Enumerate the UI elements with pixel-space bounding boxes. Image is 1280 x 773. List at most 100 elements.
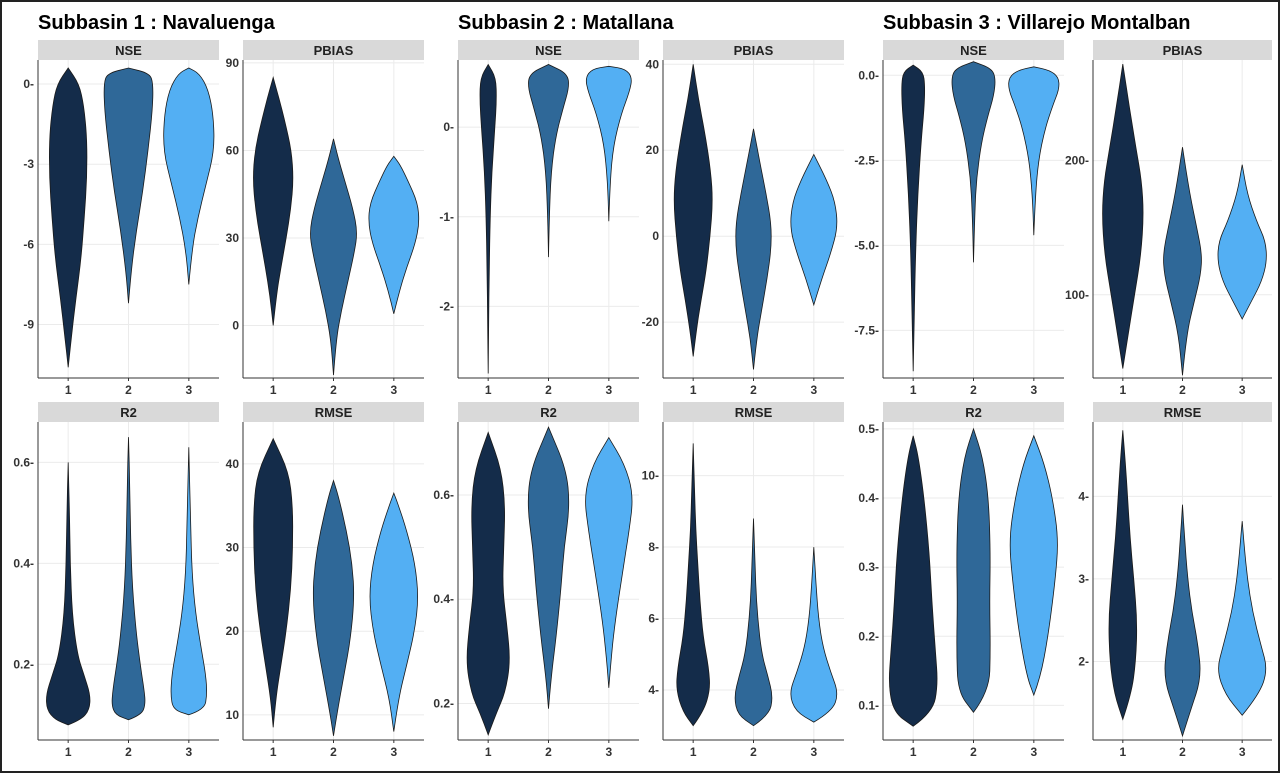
subbasin-3-pbias-violin-2 bbox=[1163, 147, 1202, 376]
subbasin-3-rmse-violin-2 bbox=[1164, 504, 1201, 738]
subbasin-2-r2-violin-3 bbox=[585, 436, 633, 688]
subbasin-1-nse-x-tick-label: 2 bbox=[125, 383, 132, 397]
subbasin-2-r2-violin-1 bbox=[466, 431, 510, 736]
subbasin-3-r2-y-tick-label: 0.2- bbox=[858, 629, 879, 643]
subbasin-1-pbias-y-tick-label: 60 bbox=[226, 143, 240, 157]
subbasin-2-nse-x-tick-label: 1 bbox=[485, 383, 492, 397]
subbasin-2-r2-strip-label: R2 bbox=[540, 405, 557, 420]
subbasin-3-r2-x-tick-label: 1 bbox=[910, 745, 917, 759]
subbasin-2-r2-violin-2 bbox=[527, 426, 570, 709]
subbasin-1-rmse-violin-3 bbox=[369, 491, 418, 732]
subbasin-1-nse-violin-1 bbox=[48, 67, 88, 368]
subbasin-3-nse-x-tick-label: 3 bbox=[1030, 383, 1037, 397]
subbasin-1-r2-strip bbox=[38, 402, 219, 422]
subbasin-2-pbias-x-tick-label: 2 bbox=[750, 383, 757, 397]
subbasin-2-r2-panel: R2 0.6- 0.4- 0.2- 1 2 3 bbox=[433, 402, 639, 759]
subbasin-3-pbias-panel: PBIAS 200- 100- 1 2 3 bbox=[1065, 40, 1272, 397]
subbasin-1-pbias-strip-label: PBIAS bbox=[314, 43, 354, 58]
subbasin-1-nse-violin-3 bbox=[163, 67, 215, 285]
subbasin-3-r2-y-tick-label: 0.5- bbox=[858, 422, 879, 436]
subbasin-3-r2-y-tick-label: 0.1- bbox=[858, 698, 879, 712]
subbasin-1-rmse-strip bbox=[243, 402, 424, 422]
subbasin-3-nse-y-tick-label: -2.5- bbox=[854, 153, 879, 167]
subbasin-2-rmse-panel: RMSE 10- 8- 6- 4- 1 2 3 bbox=[642, 402, 844, 759]
subbasin-2-nse-panel: NSE 0- -1- -2- 1 2 3 bbox=[439, 40, 639, 397]
subbasin-2-nse-violin-2 bbox=[528, 64, 569, 258]
subbasin-2-nse-y-tick-label: 0- bbox=[443, 120, 454, 134]
subbasin-3-rmse-strip bbox=[1093, 402, 1272, 422]
subbasin-3-rmse-y-tick-label: 3- bbox=[1078, 572, 1089, 586]
subbasin-2-pbias-strip-label: PBIAS bbox=[734, 43, 774, 58]
subbasin-1-rmse-panel: RMSE 40 30 20 10 1 2 3 bbox=[226, 402, 424, 759]
subbasin-1-r2-panel: R2 0.6- 0.4- 0.2- 1 2 3 bbox=[13, 402, 219, 759]
subbasin-1-r2-violin-3 bbox=[170, 447, 207, 716]
subbasin-1-pbias-violin-2 bbox=[310, 138, 357, 376]
subbasin-3-pbias-x-tick-label: 1 bbox=[1119, 383, 1126, 397]
subbasin-2-pbias-violin-2 bbox=[735, 128, 772, 370]
subbasin-2-rmse-x-tick-label: 3 bbox=[810, 745, 817, 759]
subbasin-2-r2-y-tick-label: 0.2- bbox=[433, 697, 454, 711]
subbasin-2-pbias-x-tick-label: 1 bbox=[690, 383, 697, 397]
subbasin-1-pbias-violin-1 bbox=[253, 76, 294, 326]
subbasin-1-title: Subbasin 1 : Navaluenga bbox=[38, 12, 276, 34]
subbasin-1-rmse-x-tick-label: 2 bbox=[330, 745, 337, 759]
subbasin-2-rmse-strip bbox=[663, 402, 844, 422]
subbasin-3-rmse-y-tick-label: 4- bbox=[1078, 489, 1089, 503]
subbasin-1-pbias-violin-3 bbox=[368, 155, 420, 314]
subbasin-3-r2-violin-1 bbox=[888, 435, 938, 727]
subbasin-3-r2-panel: R2 0.5- 0.4- 0.3- 0.2- 0.1- 1 2 3 bbox=[858, 402, 1064, 759]
subbasin-2-nse-strip bbox=[458, 40, 639, 60]
subbasin-2-rmse-violin-1 bbox=[676, 443, 710, 727]
subbasin-1-nse-y-tick-label: -3 bbox=[23, 157, 34, 171]
subbasin-3-nse-y-tick-label: 0.0- bbox=[858, 68, 879, 82]
subbasin-3-r2-x-tick-label: 2 bbox=[970, 745, 977, 759]
subbasin-1-nse-x-tick-label: 1 bbox=[65, 383, 72, 397]
subbasin-2-pbias-y-tick-label: 0 bbox=[652, 229, 659, 243]
subbasin-2-pbias-y-tick-label: 40 bbox=[646, 57, 660, 71]
subbasin-3-nse-y-tick-label: -5.0- bbox=[854, 238, 879, 252]
subbasin-2-pbias-y-tick-label: -20 bbox=[642, 315, 660, 329]
subbasin-2-nse-x-tick-label: 2 bbox=[545, 383, 552, 397]
subbasin-1-nse-x-tick-label: 3 bbox=[185, 383, 192, 397]
subbasin-3-nse-violin-2 bbox=[951, 61, 996, 263]
subbasin-3-nse-strip-label: NSE bbox=[960, 43, 987, 58]
subbasin-3-rmse-x-tick-label: 1 bbox=[1119, 745, 1126, 759]
subbasin-3-rmse-x-tick-label: 2 bbox=[1179, 745, 1186, 759]
subbasin-3-pbias-y-tick-label: 200- bbox=[1065, 154, 1089, 168]
subbasin-2-rmse-x-tick-label: 1 bbox=[690, 745, 697, 759]
subbasin-1-pbias-x-tick-label: 2 bbox=[330, 383, 337, 397]
subbasin-1-pbias-x-tick-label: 1 bbox=[270, 383, 277, 397]
subbasin-1-pbias-y-tick-label: 30 bbox=[226, 231, 240, 245]
subbasin-2-rmse-violin-3 bbox=[790, 547, 838, 723]
subbasin-1-r2-y-tick-label: 0.2- bbox=[13, 657, 34, 671]
subbasin-2-rmse-x-tick-label: 2 bbox=[750, 745, 757, 759]
subbasin-1-r2-y-tick-label: 0.4- bbox=[13, 556, 34, 570]
subbasin-2-nse-violin-3 bbox=[585, 65, 632, 222]
subbasin-1-rmse-y-tick-label: 40 bbox=[226, 457, 240, 471]
subbasin-1-nse-violin-2 bbox=[103, 67, 154, 304]
subbasin-2-r2-y-tick-label: 0.6- bbox=[433, 488, 454, 502]
subbasin-1-pbias-strip bbox=[243, 40, 424, 60]
subbasin-1-pbias-x-tick-label: 3 bbox=[390, 383, 397, 397]
subbasin-2-nse-strip-label: NSE bbox=[535, 43, 562, 58]
subbasin-1-rmse-y-tick-label: 20 bbox=[226, 624, 240, 638]
subbasin-2-nse-violin-1 bbox=[479, 63, 497, 374]
subbasin-2-rmse-y-tick-label: 6- bbox=[648, 612, 659, 626]
subbasin-1-r2-strip-label: R2 bbox=[120, 405, 137, 420]
subbasin-1-pbias-panel: PBIAS 90 60 30 0 1 2 3 bbox=[226, 40, 424, 397]
subbasin-1-rmse-violin-2 bbox=[312, 479, 355, 736]
subbasin-2-nse-y-tick-label: -2- bbox=[439, 299, 454, 313]
subbasin-1-nse-strip bbox=[38, 40, 219, 60]
subbasin-2-pbias-x-tick-label: 3 bbox=[810, 383, 817, 397]
subbasin-3-rmse-x-tick-label: 3 bbox=[1239, 745, 1246, 759]
subbasin-2-r2-strip bbox=[458, 402, 639, 422]
subbasin-3-nse-violin-1 bbox=[901, 64, 926, 372]
subbasin-2-rmse-y-tick-label: 10- bbox=[642, 469, 659, 483]
subbasin-3-rmse-panel: RMSE 4- 3- 2- 1 2 3 bbox=[1078, 402, 1272, 759]
subbasin-1-rmse-x-tick-label: 1 bbox=[270, 745, 277, 759]
subbasin-3-pbias-violin-1 bbox=[1102, 63, 1144, 369]
subbasin-3-nse-strip bbox=[883, 40, 1064, 60]
subbasin-2-pbias-y-tick-label: 20 bbox=[646, 143, 660, 157]
subbasin-1-r2-x-tick-label: 1 bbox=[65, 745, 72, 759]
